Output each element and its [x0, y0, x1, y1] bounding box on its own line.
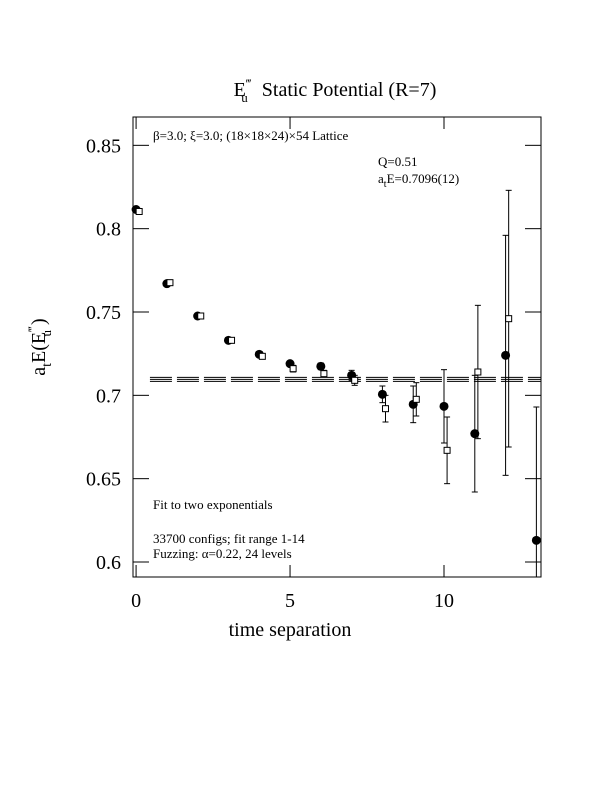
point	[228, 336, 236, 344]
annotation: atE=0.7096(12)	[378, 171, 459, 190]
point	[443, 446, 451, 454]
annotation: 33700 configs; fit range 1-14	[153, 531, 305, 546]
point	[316, 361, 326, 371]
annotation: Q=0.51	[378, 154, 417, 169]
annotation: Fit to two exponentials	[153, 497, 273, 512]
point	[381, 405, 389, 413]
point	[501, 350, 511, 360]
y-tick-label: 0.8	[96, 219, 121, 241]
y-tick-label: 0.7	[96, 385, 121, 407]
point	[531, 535, 541, 545]
y-axis-label: atE(E‴u )	[25, 318, 55, 375]
y-tick-label: 0.85	[86, 135, 121, 157]
y-tick-label: 0.75	[86, 302, 121, 324]
point	[377, 389, 387, 399]
point	[412, 395, 420, 403]
x-axis-label: time separation	[229, 619, 352, 641]
plot-frame	[132, 116, 542, 578]
point	[351, 376, 359, 384]
point	[258, 352, 266, 360]
point	[320, 370, 328, 378]
x-tick-label: 10	[434, 590, 454, 612]
annotation: β=3.0; ξ=3.0; (18×18×24)×54 Lattice	[153, 128, 349, 143]
point	[439, 401, 449, 411]
point	[135, 208, 143, 215]
annotation: Fuzzing: α=0.22, 24 levels	[153, 546, 292, 561]
point	[474, 368, 482, 376]
x-tick-label: 5	[285, 590, 295, 612]
point	[197, 312, 205, 320]
y-tick-label: 0.65	[86, 469, 121, 491]
y-tick-label: 0.6	[96, 552, 121, 574]
point	[166, 279, 174, 287]
point	[505, 315, 513, 323]
point	[470, 429, 480, 439]
point	[289, 365, 297, 373]
chart-title: E‴ u Static Potential (R=7)	[234, 76, 437, 105]
x-tick-label: 0	[131, 590, 141, 612]
